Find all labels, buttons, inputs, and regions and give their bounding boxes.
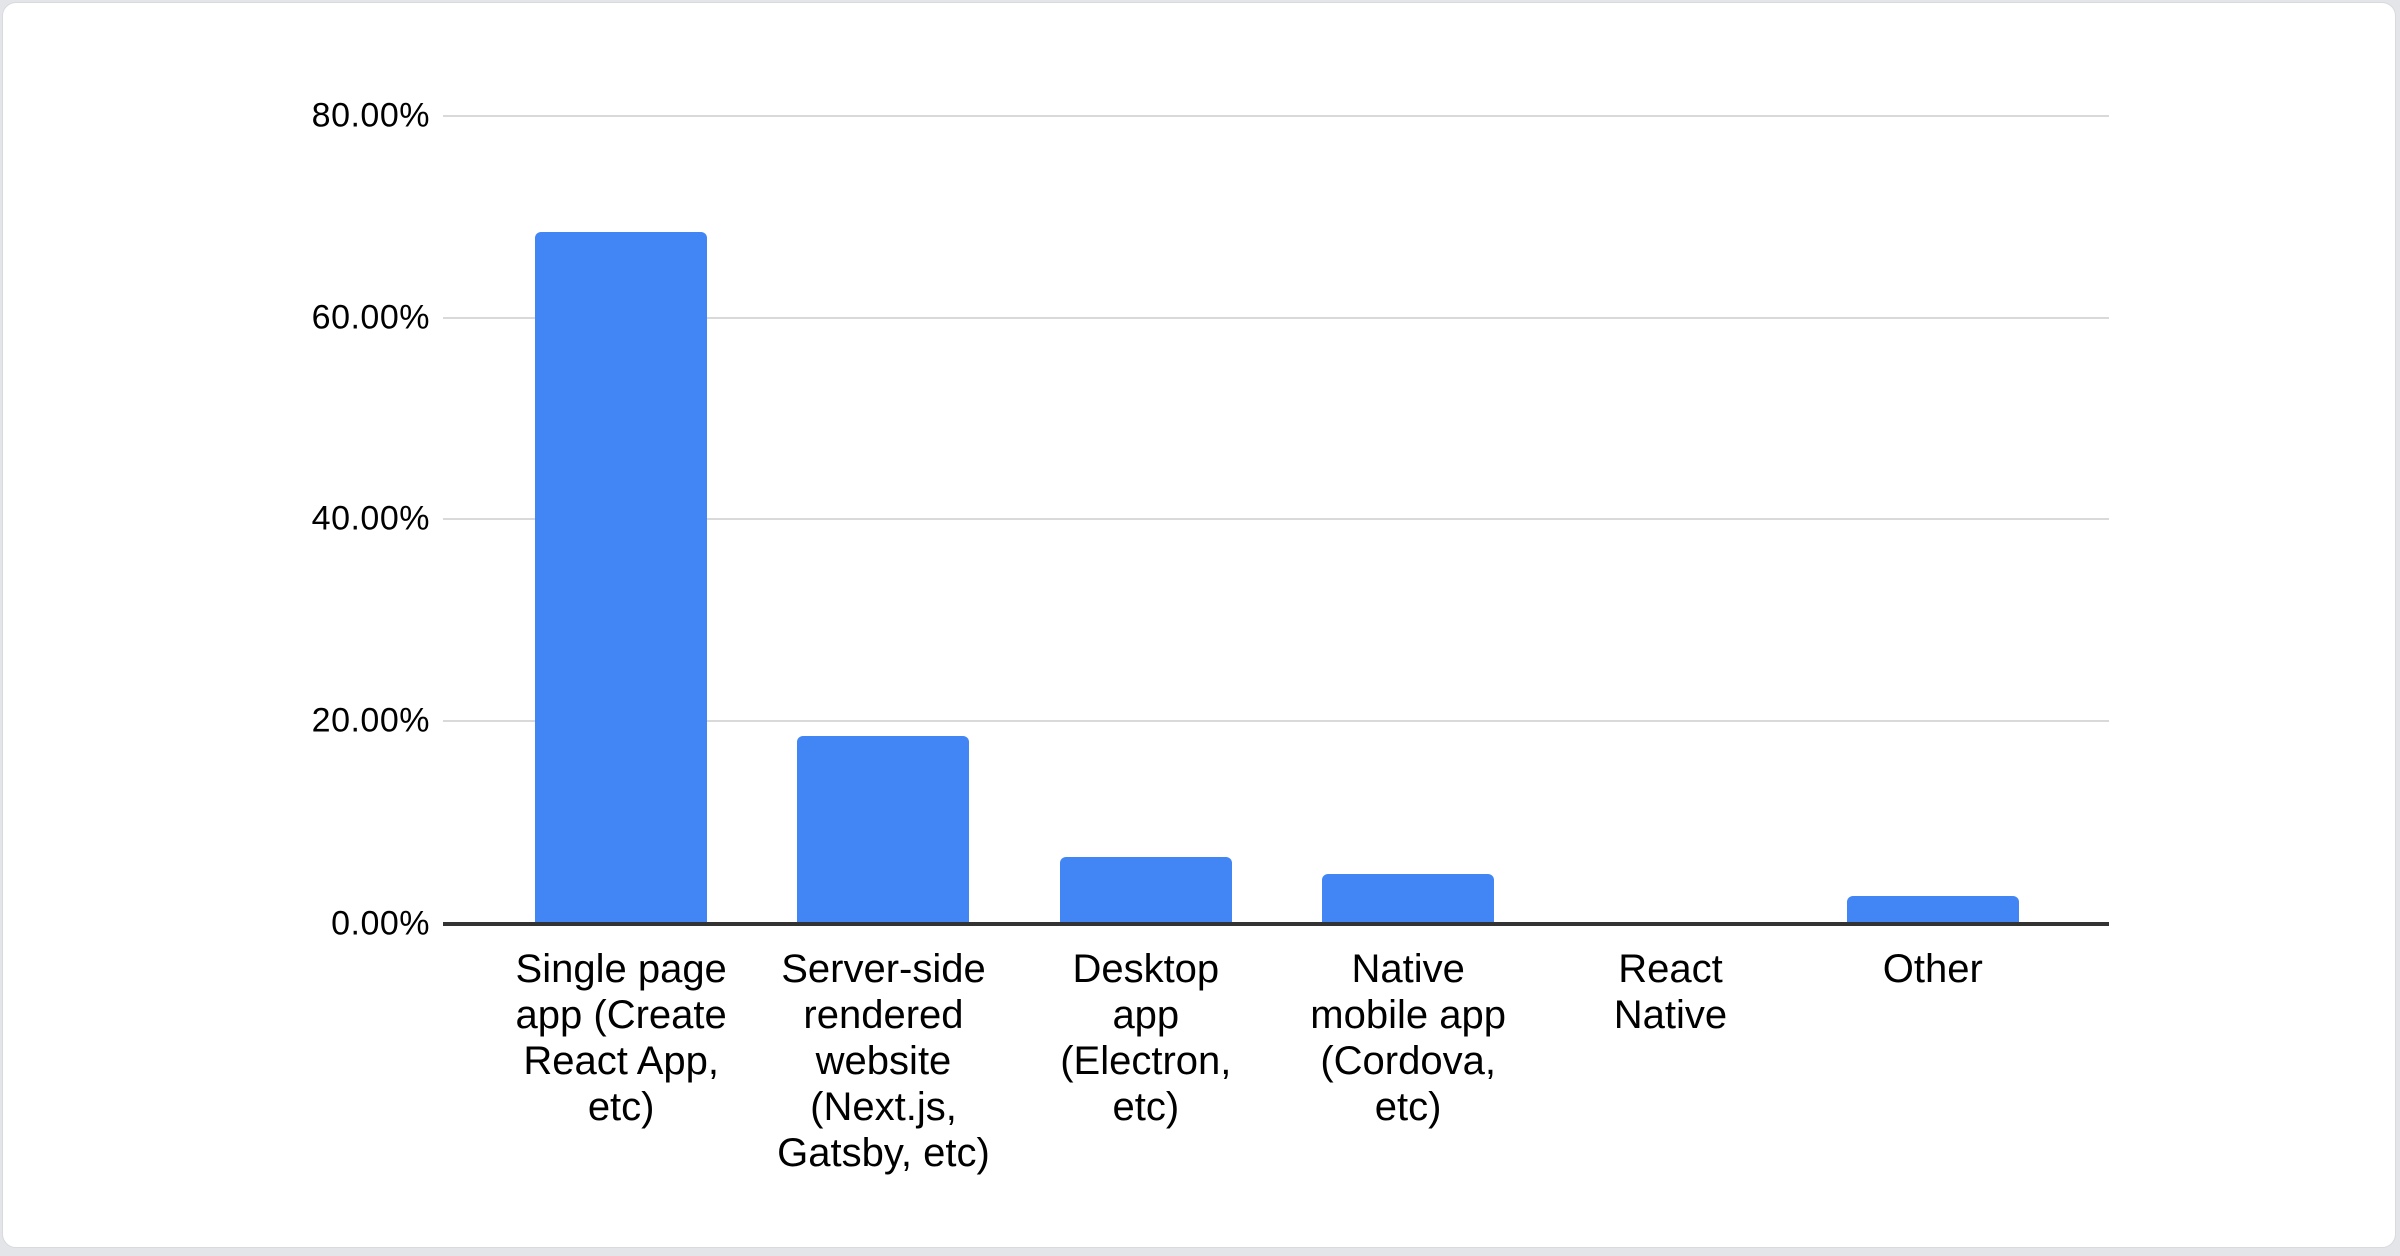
y-axis-tick-label: 80.00% bbox=[311, 96, 430, 135]
gridline bbox=[443, 518, 2109, 520]
gridline bbox=[443, 115, 2109, 117]
bar-slot bbox=[752, 0, 1014, 922]
x-axis-category-label: React Native bbox=[1613, 947, 1728, 1037]
gridline bbox=[443, 316, 2109, 319]
bar-slot bbox=[1277, 0, 1539, 922]
bar-4 bbox=[1322, 874, 1495, 922]
y-axis-tick-label: 40.00% bbox=[311, 499, 430, 538]
x-axis-category-label: Native mobile app (Cordova, etc) bbox=[1310, 947, 1506, 1129]
y-axis-tick-label: 60.00% bbox=[311, 298, 430, 336]
bar-slot bbox=[490, 0, 752, 922]
x-axis-category-label: Other bbox=[1882, 947, 1983, 991]
x-axis-category-label: Server-side rendered website (Next.js, G… bbox=[777, 947, 990, 1175]
x-axis-category-label: Single page app (Create React App, etc) bbox=[515, 947, 727, 1129]
bar-3 bbox=[1059, 857, 1232, 922]
y-axis-tick-label: 20.00% bbox=[311, 701, 430, 739]
bars-layer bbox=[490, 0, 2064, 922]
bar-slot bbox=[1539, 0, 1801, 922]
bar-2 bbox=[797, 736, 970, 922]
x-axis-baseline bbox=[443, 922, 2109, 926]
x-axis-category-label: Desktop app (Electron, etc) bbox=[1060, 947, 1232, 1129]
bar-slot bbox=[1015, 0, 1277, 922]
bar-1 bbox=[535, 232, 708, 922]
x-axis-category-labels: Single page app (Create React App, etc) S… bbox=[490, 946, 2064, 1176]
bar-slot bbox=[1802, 0, 2064, 922]
bar-6 bbox=[1846, 896, 2019, 922]
gridline bbox=[443, 719, 2109, 722]
y-axis-tick-label: 0.00% bbox=[331, 904, 430, 943]
